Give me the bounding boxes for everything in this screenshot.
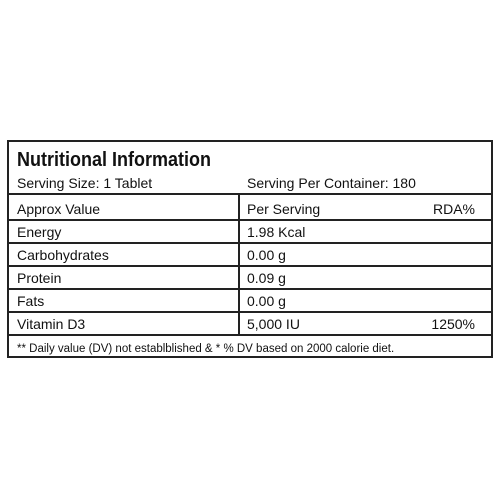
nutrient: Vitamin D3 <box>17 316 86 332</box>
per-serving: 1.98 Kcal <box>247 224 306 240</box>
row-divider <box>9 219 491 221</box>
divider <box>9 193 491 195</box>
per-serving: 0.00 g <box>247 247 286 263</box>
serving-size: Serving Size: 1 Tablet <box>17 175 153 191</box>
column-header: Approx Value <box>17 201 101 217</box>
row-divider <box>9 311 491 313</box>
footnote: ** Daily value (DV) not establblished & … <box>17 343 395 355</box>
column-header: Per Serving <box>247 201 321 217</box>
column-header: RDA% <box>432 201 475 217</box>
per-serving: 5,000 IU <box>247 316 300 332</box>
servings-per-container: Serving Per Container: 180 <box>247 175 416 191</box>
nutrient: Protein <box>17 270 62 286</box>
rda: 1250% <box>431 316 475 332</box>
nutrition-label: Nutritional Information Serving Size: 1 … <box>7 140 493 358</box>
row-divider <box>9 334 491 336</box>
nutrient: Fats <box>17 293 45 309</box>
row-divider <box>9 288 491 290</box>
per-serving: 0.09 g <box>247 270 286 286</box>
nutrient: Energy <box>17 224 62 240</box>
column-divider <box>238 194 240 335</box>
nutrient: Carbohydrates <box>17 247 109 263</box>
per-serving: 0.00 g <box>247 293 286 309</box>
row-divider <box>9 265 491 267</box>
row-divider <box>9 242 491 244</box>
title: Nutritional Information <box>17 149 211 171</box>
